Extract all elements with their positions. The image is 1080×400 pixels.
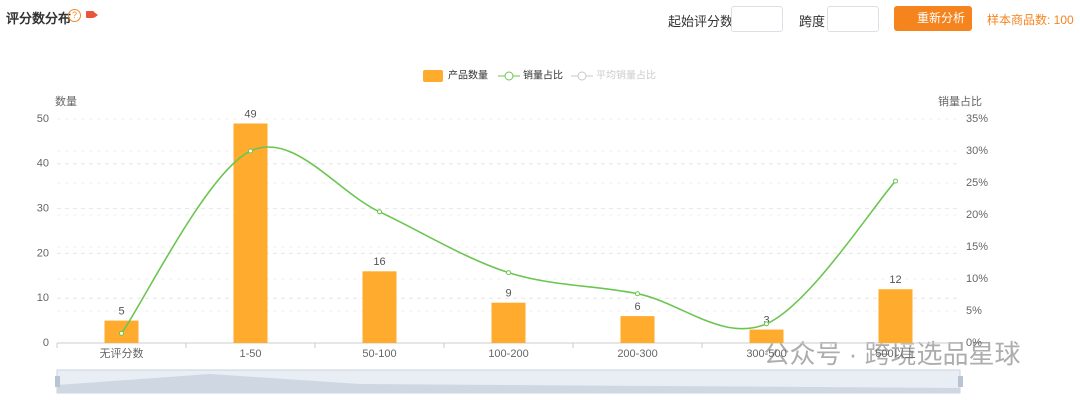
y2-tick-label: 20% [966, 209, 988, 221]
start-input[interactable] [731, 6, 783, 32]
y-tick-label: 0 [43, 337, 49, 349]
line-point [506, 270, 511, 276]
bar [878, 289, 913, 343]
title: 评分数分布 [6, 11, 72, 26]
zoom-handle[interactable] [55, 376, 60, 387]
y2-tick-label: 35% [966, 113, 988, 125]
line-point [635, 291, 640, 297]
y2-tick-label: 0% [966, 337, 982, 349]
y2-tick-label: 5% [966, 305, 982, 317]
data-label: 5 [118, 306, 124, 318]
zoom-preview [57, 374, 960, 393]
data-label: 3 [763, 314, 769, 326]
legend-label: 产品数量 [448, 69, 488, 82]
watermark: 公众号 · 跨境选品星球 [763, 339, 1020, 369]
line-point [119, 330, 124, 336]
x-tick-label: 300-500 [746, 348, 786, 360]
y-tick-label: 50 [37, 113, 49, 125]
x-tick-label: 100-200 [488, 348, 528, 360]
span-label: 跨度 [799, 14, 826, 29]
sample-count: 样本商品数: 100 [987, 13, 1074, 27]
x-tick-label: 1-50 [239, 348, 261, 360]
bar [491, 302, 526, 343]
span-input[interactable] [827, 6, 879, 32]
y2-tick-label: 15% [966, 241, 988, 253]
legend-swatch [577, 71, 587, 81]
zoom-handle[interactable] [958, 376, 963, 387]
legend-label[interactable]: 平均销量占比 [596, 69, 656, 82]
help-icon[interactable]: ? [68, 9, 81, 22]
y-tick-label: 40 [37, 158, 49, 170]
legend-label: 销量占比 [523, 69, 563, 82]
legend-swatch [423, 70, 443, 82]
legend-swatch [504, 71, 514, 81]
data-label: 16 [373, 256, 385, 268]
y-tick-label: 30 [37, 203, 49, 215]
x-tick-label: 200-300 [617, 348, 657, 360]
data-label: 9 [505, 288, 511, 300]
line-point [248, 148, 253, 154]
video-icon[interactable] [86, 11, 98, 18]
y-tick-label: 10 [37, 292, 49, 304]
reanalyze-button[interactable]: 重新分析 [894, 6, 972, 31]
x-tick-label: 500以上 [875, 347, 915, 360]
line-point [377, 209, 382, 215]
data-label: 6 [634, 301, 640, 313]
start-label: 起始评分数 [668, 14, 734, 29]
line-point [893, 178, 898, 184]
bar [362, 271, 397, 343]
x-tick-label: 无评分数 [100, 347, 144, 360]
data-label: 49 [244, 108, 256, 120]
y2-tick-label: 30% [966, 145, 988, 157]
y2-tick-label: 10% [966, 273, 988, 285]
header: 评分数分布 ? 起始评分数 跨度 重新分析 样本商品数: 100 [0, 0, 1080, 40]
y2-tick-label: 25% [966, 177, 988, 189]
bar [620, 316, 655, 343]
bar [233, 123, 268, 343]
x-tick-label: 50-100 [362, 348, 396, 360]
y-axis-label: 数量 [55, 95, 77, 108]
y-tick-label: 20 [37, 247, 49, 259]
y2-axis-label: 销量占比 [938, 94, 982, 108]
line-point [764, 321, 769, 327]
data-label: 12 [889, 274, 901, 286]
bar [749, 329, 784, 343]
